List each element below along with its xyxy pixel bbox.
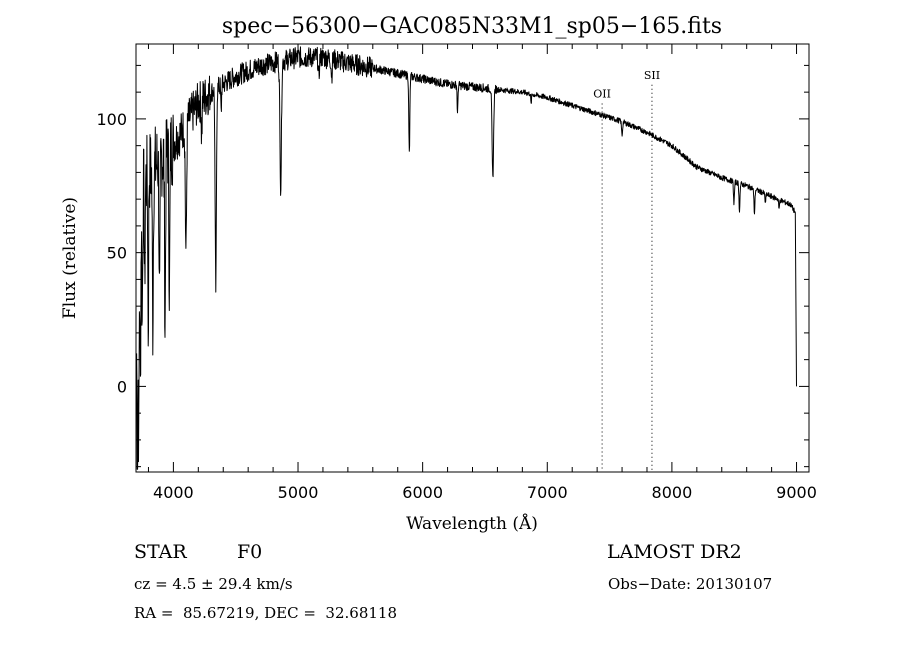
spectrum-line (136, 46, 797, 470)
x-tick-label: 5000 (278, 483, 319, 502)
observation-date: Obs−Date: 20130107 (608, 575, 773, 593)
tick-labels: 4000 5000 6000 7000 8000 9000 0 50 100 (96, 110, 816, 502)
x-tick-label: 9000 (776, 483, 817, 502)
survey-name: LAMOST DR2 (607, 541, 742, 563)
object-subclass: F0 (237, 541, 263, 563)
axis-ticks (136, 44, 809, 472)
chart-title: spec−56300−GAC085N33M1_sp05−165.fits (222, 14, 722, 39)
x-axis-label: Wavelength (Å) (406, 513, 538, 534)
y-tick-label: 0 (117, 377, 127, 396)
plot-frame (135, 43, 810, 473)
y-tick-label: 100 (96, 110, 127, 129)
x-tick-label: 4000 (153, 483, 194, 502)
x-tick-label: 8000 (652, 483, 693, 502)
coordinates: RA = 85.67219, DEC = 32.68118 (134, 604, 398, 622)
x-tick-label: 7000 (527, 483, 568, 502)
line-marker-label: OII (593, 88, 611, 101)
object-class: STAR (134, 541, 187, 563)
x-tick-label: 6000 (402, 483, 443, 502)
redshift-velocity: cz = 4.5 ± 29.4 km/s (134, 575, 293, 593)
line-annotations: OII SII (593, 69, 660, 472)
y-axis-label: Flux (relative) (60, 197, 80, 319)
y-tick-label: 50 (107, 244, 127, 263)
line-marker-label: SII (644, 69, 660, 82)
